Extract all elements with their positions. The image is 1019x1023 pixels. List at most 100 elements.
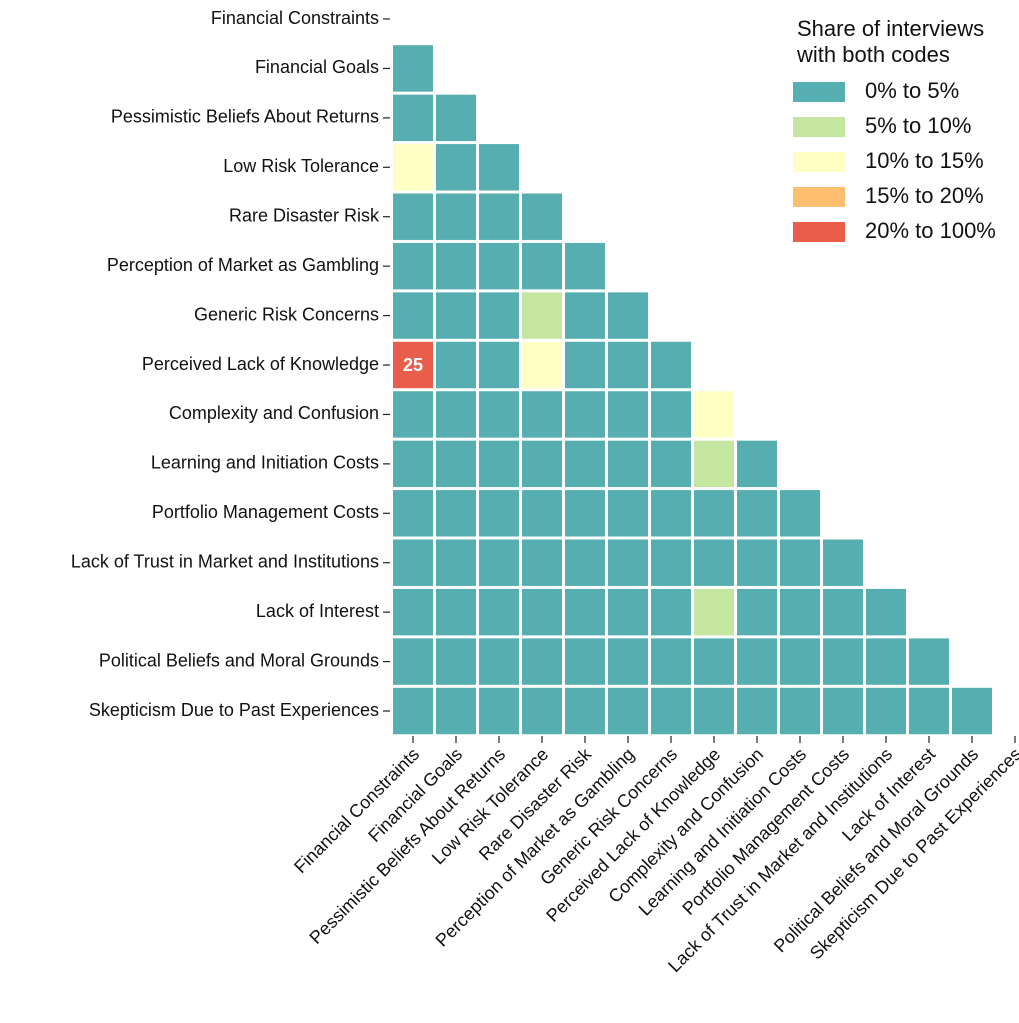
heatmap-cell <box>694 490 734 537</box>
y-tick-label: Pessimistic Beliefs About Returns <box>111 107 379 127</box>
heatmap-cell <box>694 638 734 685</box>
heatmap-cell <box>479 638 519 685</box>
heatmap-cell <box>952 687 992 735</box>
heatmap-cell <box>436 588 476 636</box>
heatmap-cell <box>393 94 433 142</box>
heatmap-cell <box>393 490 433 537</box>
legend-label: 20% to 100% <box>865 218 996 243</box>
heatmap-cell <box>565 391 605 438</box>
heatmap-cell <box>436 193 476 240</box>
heatmap-cell <box>565 687 605 735</box>
heatmap-cell <box>823 539 863 586</box>
heatmap-cell <box>393 45 433 92</box>
heatmap-cell <box>436 539 476 586</box>
heatmap-cell <box>823 687 863 735</box>
heatmap-cell <box>737 588 777 636</box>
heatmap-cell <box>436 490 476 537</box>
heatmap-cell <box>436 242 476 290</box>
heatmap-cell <box>608 440 648 488</box>
heatmap-cell <box>651 490 691 537</box>
heatmap-cell <box>823 638 863 685</box>
heatmap-cell <box>479 242 519 290</box>
cell-label: 25 <box>403 355 423 375</box>
heatmap-cell <box>780 687 820 735</box>
heatmap-cell <box>436 391 476 438</box>
heatmap-cell <box>694 588 734 636</box>
heatmap-cell <box>393 292 433 339</box>
legend-swatch <box>793 187 845 207</box>
heatmap-cell <box>866 638 906 685</box>
heatmap-cell <box>479 144 519 191</box>
heatmap-cell <box>522 687 562 735</box>
legend-label: 15% to 20% <box>865 183 984 208</box>
heatmap-cell <box>737 539 777 586</box>
heatmap-cell <box>694 391 734 438</box>
legend-title: with both codes <box>796 42 950 67</box>
heatmap-cell <box>479 490 519 537</box>
heatmap-cell <box>436 144 476 191</box>
heatmap-cell <box>479 687 519 735</box>
heatmap-cell <box>608 638 648 685</box>
y-tick-label: Skepticism Due to Past Experiences <box>89 700 379 720</box>
heatmap-cell <box>909 687 949 735</box>
heatmap-cell <box>522 440 562 488</box>
y-tick-label: Lack of Interest <box>256 601 379 621</box>
y-tick-label: Financial Goals <box>255 57 379 77</box>
y-tick-label: Financial Constraints <box>211 8 379 28</box>
y-tick-label: Perception of Market as Gambling <box>107 255 379 275</box>
heatmap-cell <box>909 638 949 685</box>
legend-title: Share of interviews <box>797 16 984 41</box>
y-tick-label: Low Risk Tolerance <box>223 156 379 176</box>
heatmap-cell <box>522 391 562 438</box>
heatmap-cell <box>479 588 519 636</box>
heatmap-cell <box>522 638 562 685</box>
y-tick-label: Political Beliefs and Moral Grounds <box>99 650 379 670</box>
heatmap-cell <box>651 440 691 488</box>
heatmap-cell <box>522 588 562 636</box>
heatmap-cell <box>737 490 777 537</box>
legend-swatch <box>793 117 845 137</box>
heatmap-cell <box>780 588 820 636</box>
y-tick-label: Portfolio Management Costs <box>152 502 379 522</box>
heatmap-cell <box>866 588 906 636</box>
legend-label: 5% to 10% <box>865 113 971 138</box>
heatmap-cell <box>780 490 820 537</box>
heatmap-cell <box>608 588 648 636</box>
heatmap-cell <box>522 292 562 339</box>
heatmap-cell <box>694 440 734 488</box>
heatmap-cell <box>393 638 433 685</box>
heatmap-cell <box>651 588 691 636</box>
heatmap-cell <box>436 638 476 685</box>
heatmap-cell <box>436 440 476 488</box>
heatmap-cell <box>737 638 777 685</box>
heatmap-cell <box>694 687 734 735</box>
heatmap-cell <box>522 539 562 586</box>
y-tick-label: Generic Risk Concerns <box>194 304 379 324</box>
heatmap-cell <box>393 440 433 488</box>
heatmap-cell <box>436 94 476 142</box>
heatmap-cell <box>565 440 605 488</box>
y-tick-label: Learning and Initiation Costs <box>151 453 379 473</box>
heatmap-cell <box>780 638 820 685</box>
heatmap-cell <box>737 687 777 735</box>
legend-swatch <box>793 222 845 242</box>
heatmap-cell <box>565 292 605 339</box>
heatmap-cell <box>479 391 519 438</box>
heatmap-cell <box>651 539 691 586</box>
heatmap-cell <box>479 341 519 389</box>
heatmap-cell <box>393 242 433 290</box>
legend-swatch <box>793 152 845 172</box>
heatmap-cell <box>479 193 519 240</box>
heatmap-cell <box>608 391 648 438</box>
heatmap-cell <box>608 539 648 586</box>
heatmap-cell <box>565 588 605 636</box>
heatmap-cell <box>651 638 691 685</box>
heatmap-cell <box>393 391 433 438</box>
heatmap-cell <box>522 242 562 290</box>
heatmap-cell <box>565 539 605 586</box>
heatmap-cell <box>565 242 605 290</box>
heatmap-cell <box>866 687 906 735</box>
heatmap-cell <box>565 341 605 389</box>
legend-label: 0% to 5% <box>865 78 959 103</box>
legend-swatch <box>793 82 845 102</box>
